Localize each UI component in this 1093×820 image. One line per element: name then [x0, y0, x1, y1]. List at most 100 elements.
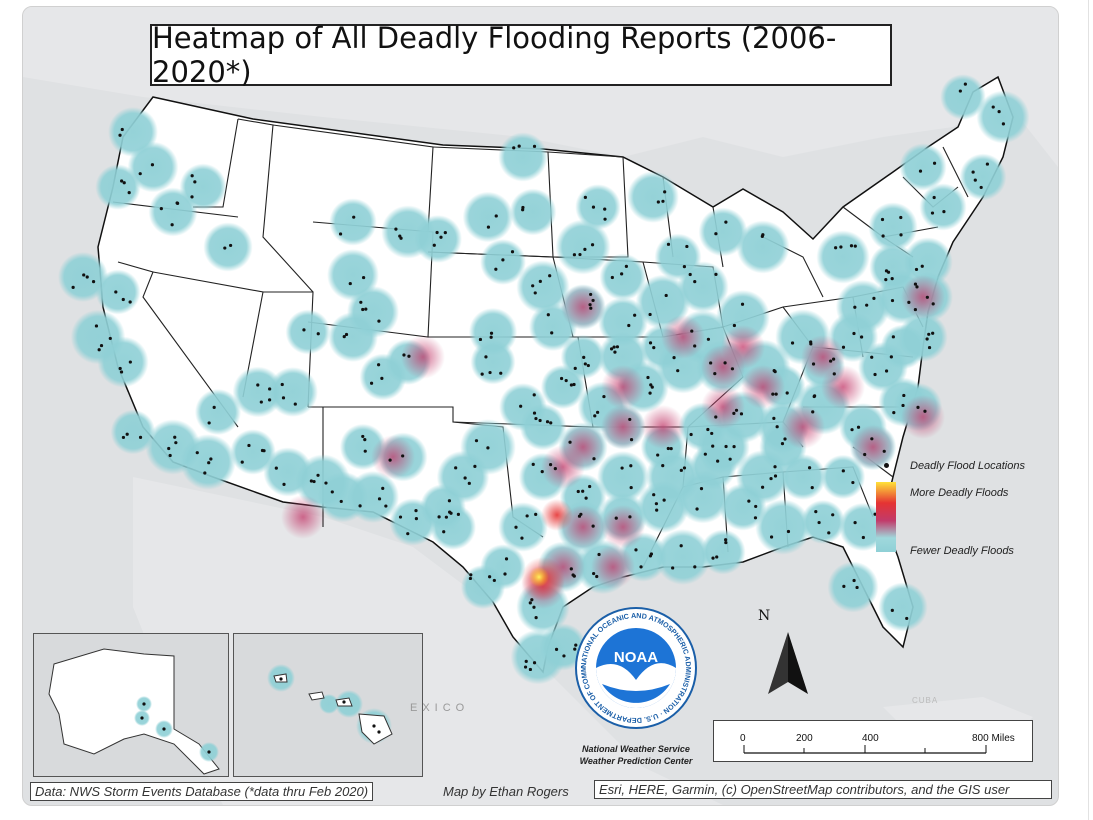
flood-location-dot: [811, 362, 816, 366]
heat-blob-low: [645, 449, 701, 505]
scale-tick-800: 800 Miles: [972, 733, 1015, 744]
flood-location-dot: [849, 244, 854, 248]
heat-blob-low: [194, 388, 242, 436]
heat-blob-low: [575, 184, 621, 230]
flood-location-dot: [553, 467, 557, 471]
flood-location-dot: [309, 479, 313, 483]
heat-blob-low: [268, 367, 318, 417]
flood-location-dot: [569, 383, 574, 387]
map-canvas: [23, 7, 1058, 805]
flood-location-dot: [399, 236, 403, 240]
flood-location-dot: [514, 525, 518, 529]
flood-location-dot: [761, 485, 765, 489]
flood-location-dot: [930, 211, 935, 215]
heat-blob-low: [499, 383, 547, 431]
heat-blob-low: [127, 141, 179, 193]
flood-location-dot: [724, 538, 728, 542]
flood-location-dot: [890, 608, 894, 612]
flood-location-dot: [121, 435, 126, 440]
flood-location-dot: [648, 554, 653, 558]
heat-blob-low: [696, 420, 750, 474]
heat-blob-low: [95, 164, 141, 210]
flood-location-dot: [734, 408, 739, 412]
flood-location-dot: [661, 199, 665, 203]
heat-blob-low: [868, 202, 918, 252]
flood-location-dot: [629, 485, 633, 490]
flood-location-dot: [532, 144, 537, 148]
flood-location-dot: [724, 220, 728, 224]
heat-blob-low: [800, 499, 846, 545]
flood-location-dot: [195, 451, 199, 455]
flood-location-dot: [361, 434, 365, 439]
flood-location-dot: [672, 356, 676, 360]
flood-location-dot: [532, 393, 536, 397]
nws-line-2: Weather Prediction Center: [579, 756, 693, 766]
flood-location-dot: [268, 387, 272, 391]
flood-location-dot: [293, 402, 297, 406]
flood-location-dot: [82, 273, 86, 277]
heat-blob-low: [598, 297, 648, 347]
flood-location-dot: [628, 515, 632, 519]
flood-location-dot: [369, 381, 374, 385]
flood-location-dot: [664, 293, 668, 298]
flood-location-dot: [652, 493, 656, 497]
heat-blob-low: [880, 324, 926, 370]
heat-blob-low: [148, 187, 198, 237]
flood-location-dot: [648, 341, 653, 345]
flood-location-dot: [525, 514, 529, 518]
heat-blob-low: [516, 260, 570, 314]
flood-location-dot: [114, 290, 118, 294]
flood-location-dot: [443, 231, 447, 235]
heat-blob-low: [480, 239, 526, 285]
flood-location-dot: [521, 208, 525, 212]
flood-location-dot: [620, 272, 624, 276]
flood-location-dot: [494, 267, 498, 271]
flood-location-dot: [447, 499, 452, 503]
flood-location-dot: [979, 185, 983, 190]
flood-location-dot: [706, 337, 711, 341]
flood-location-dot: [167, 446, 171, 451]
flood-location-dot: [486, 225, 491, 229]
flood-location-dot: [267, 398, 272, 402]
flood-location-dot: [474, 439, 479, 443]
flood-location-dot: [699, 486, 704, 491]
flood-location-dot: [769, 476, 773, 481]
heat-blob-low: [627, 171, 679, 223]
flood-location-dot: [99, 343, 104, 348]
flood-location-dot: [229, 243, 233, 248]
flood-location-dot: [831, 513, 835, 517]
flood-location-dot: [629, 437, 634, 442]
flood-location-dot: [402, 353, 406, 357]
flood-location-dot: [662, 498, 666, 502]
flood-location-dot: [247, 443, 251, 448]
flood-location-dot: [775, 425, 779, 429]
flood-location-dot: [931, 302, 935, 306]
flood-location-dot: [534, 512, 538, 517]
flood-location-dot: [531, 284, 535, 288]
flood-location-dot: [774, 392, 778, 396]
flood-location-dot: [915, 285, 919, 289]
legend-low-label: Fewer Deadly Floods: [910, 545, 1014, 557]
flood-location-dot: [603, 217, 607, 221]
flood-location-dot: [207, 461, 211, 465]
flood-location-dot: [591, 524, 595, 528]
flood-location-dot: [714, 272, 718, 276]
flood-location-dot: [624, 264, 628, 268]
flood-location-dot: [829, 359, 833, 363]
flood-location-dot: [281, 396, 286, 400]
heat-blobs: [57, 74, 1030, 685]
heat-blob-mid: [561, 285, 605, 329]
cuba-label: CUBA: [912, 696, 939, 705]
flood-location-dot: [128, 300, 132, 304]
heat-blob-low: [57, 251, 109, 303]
flood-location-dot: [832, 372, 836, 376]
mexico-label: EXICO: [410, 702, 470, 714]
flood-location-dot: [339, 499, 343, 504]
flood-location-dot: [772, 416, 776, 420]
heat-blob-low: [329, 198, 377, 246]
flood-location-dot: [489, 335, 493, 339]
heat-blob-low: [755, 499, 811, 555]
flood-location-dot: [827, 531, 831, 535]
flood-location-dot: [629, 464, 633, 468]
flood-location-dot: [538, 279, 542, 283]
